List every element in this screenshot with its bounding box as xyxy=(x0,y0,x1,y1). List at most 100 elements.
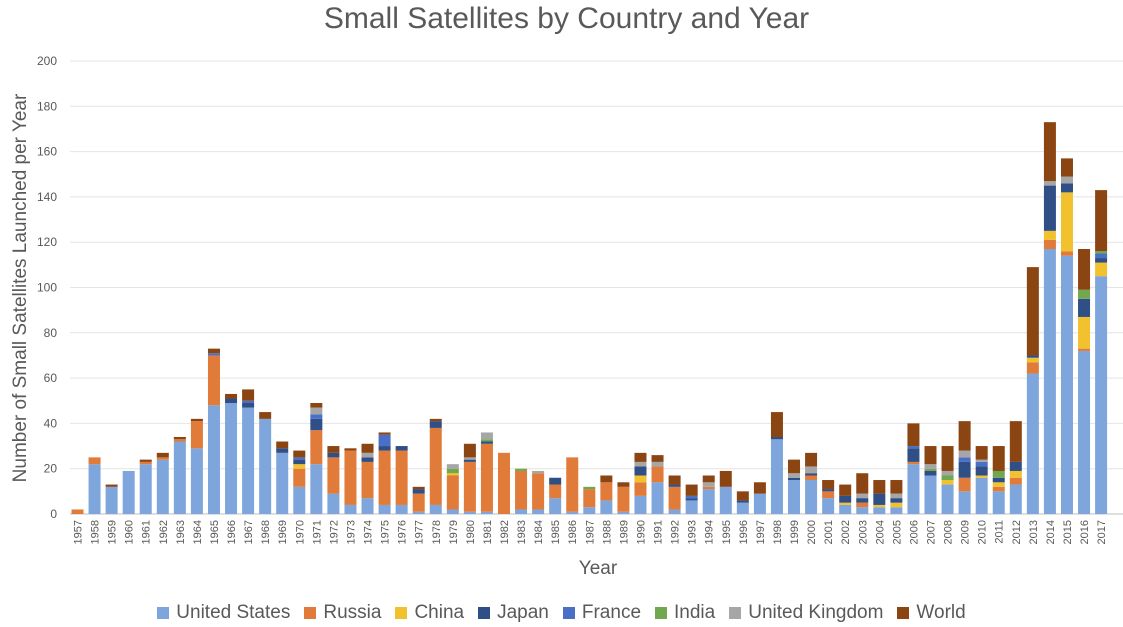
legend: United States Russia China Japan France India… xyxy=(0,602,1123,624)
bar-segment xyxy=(1060,255,1073,515)
bar-segment xyxy=(293,459,306,465)
legend-item: France xyxy=(562,602,641,624)
bar-segment xyxy=(344,448,357,451)
bar-segment xyxy=(327,493,340,514)
bar-segment xyxy=(856,493,869,499)
x-tick-label: 1999 xyxy=(789,520,801,544)
legend-label: World xyxy=(916,602,966,623)
bar-segment xyxy=(617,486,630,512)
x-tick-label: 1993 xyxy=(687,520,699,544)
bar-segment xyxy=(1060,183,1073,193)
legend-label: Japan xyxy=(497,602,549,623)
bar-segment xyxy=(702,489,715,514)
bar-segment xyxy=(549,498,562,514)
bar-segment xyxy=(975,466,988,476)
bar-segment xyxy=(1060,158,1073,177)
bar-segment xyxy=(156,457,169,460)
bar-segment xyxy=(480,443,493,512)
bar-segment xyxy=(856,498,869,503)
bar-segment xyxy=(1026,267,1039,356)
bar-segment xyxy=(856,502,869,508)
bar-segment xyxy=(1009,484,1022,514)
bar-segment xyxy=(924,464,937,469)
bar-segment xyxy=(975,446,988,460)
x-tick-label: 1959 xyxy=(107,520,119,544)
bar-segment xyxy=(1095,258,1108,263)
bar-segment xyxy=(1026,355,1039,358)
x-tick-label: 2013 xyxy=(1028,520,1040,544)
bar-segment xyxy=(293,450,306,458)
y-tick-label: 100 xyxy=(37,281,57,295)
x-tick-label: 1981 xyxy=(482,520,494,544)
x-tick-label: 1977 xyxy=(414,520,426,544)
y-tick-label: 40 xyxy=(44,416,58,430)
bar-segment xyxy=(890,480,903,494)
bar-segment xyxy=(361,443,374,453)
bar-segment xyxy=(276,448,289,453)
legend-item: Russia xyxy=(304,602,381,624)
x-tick-label: 2012 xyxy=(1011,520,1023,544)
bar-segment xyxy=(617,511,630,514)
bar-segment xyxy=(429,427,442,505)
bar-segment xyxy=(856,507,869,514)
bar-segment xyxy=(770,436,783,440)
bar-segment xyxy=(668,509,681,514)
x-tick-label: 1996 xyxy=(738,520,750,544)
x-tick-label: 1998 xyxy=(772,520,784,544)
bar-segment xyxy=(446,475,459,510)
x-tick-label: 1983 xyxy=(516,520,528,544)
x-tick-label: 1962 xyxy=(158,520,170,544)
bar-segment xyxy=(139,461,152,465)
bar-segment xyxy=(225,393,238,399)
bar-segment xyxy=(873,493,886,505)
bar-segment xyxy=(992,477,1005,483)
bar-segment xyxy=(480,432,493,440)
bar-segment xyxy=(1043,230,1056,240)
bars xyxy=(71,122,1108,515)
bar-segment xyxy=(242,403,255,408)
bar-segment xyxy=(207,353,220,356)
bar-segment xyxy=(907,464,920,514)
legend-label: India xyxy=(674,602,716,623)
bar-segment xyxy=(105,486,118,514)
bar-segment xyxy=(839,504,852,514)
bar-segment xyxy=(1095,190,1108,252)
bar-segment xyxy=(890,502,903,508)
bar-segment xyxy=(532,470,545,474)
x-tick-label: 1957 xyxy=(73,520,85,544)
bar-segment xyxy=(173,441,186,514)
y-tick-label: 80 xyxy=(44,326,58,340)
bar-segment xyxy=(822,480,835,490)
bar-segment xyxy=(429,418,442,422)
bar-segment xyxy=(992,470,1005,478)
bar-segment xyxy=(702,486,715,490)
bar-segment xyxy=(958,461,971,478)
bar-segment xyxy=(992,486,1005,492)
legend-swatch xyxy=(157,607,170,619)
bar-segment xyxy=(924,446,937,465)
bar-segment xyxy=(907,446,920,449)
bar-segment xyxy=(958,457,971,462)
bar-segment xyxy=(1095,253,1108,259)
bar-segment xyxy=(327,446,340,453)
bar-segment xyxy=(941,475,954,481)
bar-segment xyxy=(378,504,391,514)
bar-segment xyxy=(685,484,698,496)
bar-segment xyxy=(139,459,152,462)
legend-swatch xyxy=(395,607,408,619)
x-tick-label: 1994 xyxy=(704,520,716,544)
x-tick-label: 1965 xyxy=(209,520,221,544)
bar-segment xyxy=(975,459,988,462)
bar-segment xyxy=(583,489,596,508)
bar-segment xyxy=(1009,421,1022,462)
bar-segment xyxy=(327,457,340,494)
legend-swatch xyxy=(562,607,575,619)
bar-segment xyxy=(873,480,886,494)
bar-segment xyxy=(975,461,988,467)
bar-segment xyxy=(515,509,528,514)
bar-segment xyxy=(600,482,613,501)
bar-segment xyxy=(1043,122,1056,182)
bar-segment xyxy=(498,452,510,514)
bar-segment xyxy=(463,511,476,514)
